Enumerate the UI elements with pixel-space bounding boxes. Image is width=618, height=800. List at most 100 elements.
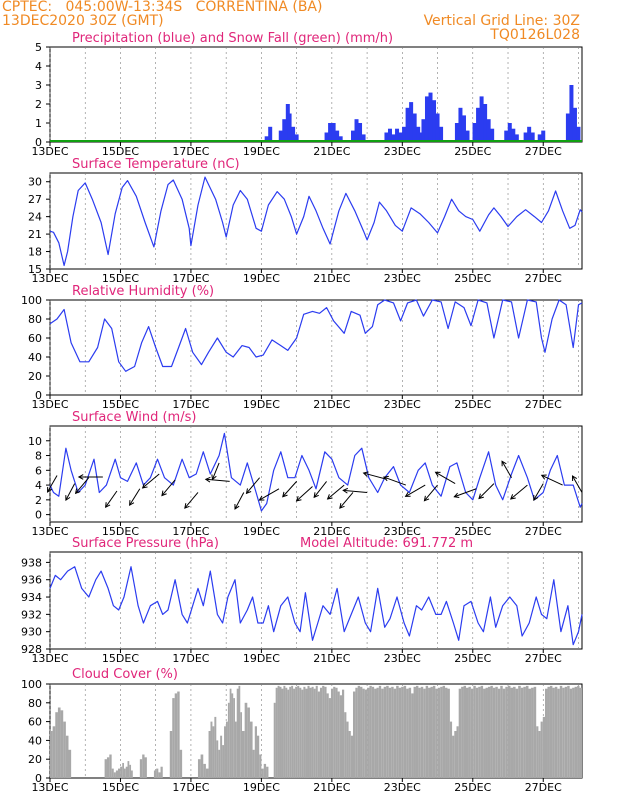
x-tick-label: 25DEC <box>454 781 491 794</box>
wind-arrow-shaft <box>234 492 245 510</box>
wind-arrow-head <box>65 495 71 502</box>
cloud-bar <box>483 688 486 778</box>
cloud-bar <box>295 686 298 778</box>
cloud-bar <box>210 721 213 778</box>
wind-arrow-shaft <box>142 473 160 489</box>
y-tick-label: 4 <box>35 60 42 73</box>
series-line-wind <box>49 432 583 512</box>
precip-bar <box>409 102 414 142</box>
cloud-bar <box>562 687 565 778</box>
cloud-bar <box>376 687 379 778</box>
cloud-bar <box>572 687 575 778</box>
cloud-bar <box>326 693 329 778</box>
x-tick-label: 15DEC <box>102 525 139 538</box>
cloud-bar <box>131 770 133 778</box>
precip-bar <box>511 128 516 142</box>
cloud-bar <box>420 686 424 778</box>
cloud-bar <box>259 754 262 778</box>
precip-bar <box>282 119 287 142</box>
cloud-bar <box>401 686 404 778</box>
x-tick-label: 15DEC <box>102 781 139 794</box>
cloud-bar <box>470 688 474 778</box>
panel-title-cloud: Cloud Cover (%) <box>72 667 178 682</box>
cloud-bar <box>515 688 519 778</box>
cloud-bar <box>52 726 56 778</box>
cloud-bar <box>507 685 511 778</box>
cloud-bar <box>252 749 255 778</box>
cloud-bar <box>214 716 217 778</box>
wind-arrow-head <box>453 492 460 499</box>
wind-arrow-shaft <box>212 462 220 480</box>
panel-rh <box>46 299 583 399</box>
cloud-bar <box>231 693 234 778</box>
wind-arrow-head <box>141 483 148 489</box>
x-tick-label: 17DEC <box>172 145 209 158</box>
x-tick-label: 21DEC <box>313 272 350 285</box>
precip-bar <box>479 96 484 142</box>
wind-arrow-shaft <box>313 481 327 498</box>
cloud-bar <box>346 721 349 778</box>
x-tick-label: 19DEC <box>243 525 280 538</box>
cloud-bar <box>468 686 471 778</box>
cloud-bar <box>352 691 356 778</box>
cloud-bar <box>547 686 550 778</box>
wind-arrow-shaft <box>75 477 90 494</box>
x-tick-label: 15DEC <box>102 652 139 665</box>
precip-bar <box>361 134 366 142</box>
x-tick-label: 25DEC <box>454 398 491 411</box>
precip-bar <box>358 123 363 142</box>
panel-press <box>46 551 583 653</box>
wind-arrow <box>295 486 313 502</box>
cloud-bar <box>249 721 253 778</box>
precip-bar <box>398 132 403 142</box>
cloud-bar <box>523 686 526 778</box>
precip-bar <box>454 123 459 142</box>
wind-arrow <box>105 490 118 509</box>
cloud-bar <box>324 686 327 778</box>
precip-bar <box>576 126 581 142</box>
y-tick-label: 0 <box>35 772 42 785</box>
panel-frame <box>49 172 583 270</box>
cloud-bar <box>216 740 219 778</box>
cloud-bar <box>115 770 118 778</box>
cloud-bar <box>478 686 481 778</box>
cloud-bar <box>348 731 351 778</box>
wind-arrow <box>211 462 220 481</box>
panel-wind <box>46 425 583 526</box>
cloud-bar <box>127 761 130 778</box>
y-tick-label: 100 <box>21 294 42 307</box>
wind-arrow-shaft <box>363 472 387 480</box>
precip-bar <box>402 126 407 142</box>
wind-arrow <box>571 475 583 493</box>
cloud-bar <box>364 689 368 778</box>
cloud-bar <box>225 721 228 778</box>
wind-arrow <box>533 483 544 501</box>
cloud-bar <box>473 685 476 778</box>
y-tick-label: 2 <box>35 494 42 507</box>
wind-arrow-head <box>509 494 516 500</box>
precip-bar <box>572 107 577 142</box>
y-tick-label: 40 <box>28 351 42 364</box>
cloud-bar <box>263 763 267 778</box>
cloud-bar <box>63 721 66 778</box>
wind-arrow-head <box>342 487 348 494</box>
wind-arrow <box>501 460 512 478</box>
precip-bar <box>565 113 570 142</box>
x-tick-label: 27DEC <box>525 398 562 411</box>
precip-bar <box>507 123 512 142</box>
x-tick-label: 23DEC <box>384 145 421 158</box>
precip-bar <box>537 134 542 142</box>
cloud-bar <box>374 688 377 778</box>
x-tick-label: 27DEC <box>525 272 562 285</box>
cloud-bar <box>564 686 568 778</box>
cloud-bar <box>456 726 459 778</box>
cloud-bar <box>559 685 563 778</box>
cloud-bar <box>383 686 387 778</box>
x-tick-label: 19DEC <box>243 272 280 285</box>
cloud-bar <box>142 754 145 778</box>
y-tick-label: 10 <box>28 435 42 448</box>
wind-arrow-head <box>423 495 430 502</box>
wind-arrow <box>141 473 160 489</box>
wind-arrow-head <box>326 494 333 500</box>
